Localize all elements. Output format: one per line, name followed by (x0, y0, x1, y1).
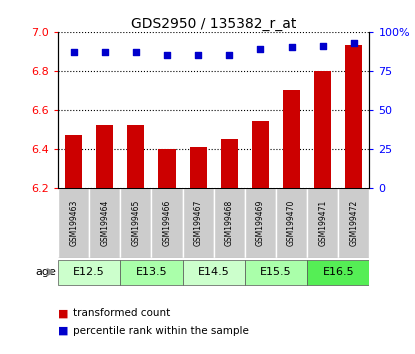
Bar (65, 135, 82, 188)
Text: GSM199465: GSM199465 (132, 200, 140, 246)
Bar (214, 188, 245, 258)
Text: GSM199466: GSM199466 (163, 200, 171, 246)
Text: E16.5: E16.5 (322, 267, 354, 277)
Text: E13.5: E13.5 (136, 267, 167, 277)
Bar (159, 149, 176, 188)
Text: E15.5: E15.5 (260, 267, 292, 277)
Bar (307, 260, 369, 285)
Text: transformed count: transformed count (73, 308, 170, 318)
Text: GSM199471: GSM199471 (318, 200, 327, 246)
Point (195, 52, 202, 58)
Bar (245, 188, 276, 258)
Text: ■: ■ (58, 308, 68, 318)
Bar (183, 260, 245, 285)
Bar (120, 188, 151, 258)
Text: ■: ■ (58, 326, 68, 336)
Bar (151, 188, 183, 258)
Text: GSM199472: GSM199472 (349, 200, 358, 246)
Point (288, 45, 295, 50)
Bar (96, 125, 113, 188)
Point (102, 49, 108, 55)
Text: age: age (36, 267, 56, 277)
Point (133, 49, 139, 55)
Text: GSM199468: GSM199468 (225, 200, 234, 246)
Bar (221, 139, 238, 188)
Bar (183, 188, 214, 258)
Point (320, 43, 326, 49)
Bar (283, 90, 300, 188)
Point (351, 40, 357, 46)
Bar (338, 188, 369, 258)
Bar (89, 188, 120, 258)
Bar (58, 188, 89, 258)
Text: E12.5: E12.5 (73, 267, 105, 277)
Bar (345, 46, 362, 188)
Bar (58, 260, 120, 285)
Bar (314, 71, 331, 188)
Text: GSM199469: GSM199469 (256, 200, 265, 246)
Point (71, 49, 77, 55)
Text: percentile rank within the sample: percentile rank within the sample (73, 326, 249, 336)
Text: E14.5: E14.5 (198, 267, 229, 277)
Bar (120, 260, 183, 285)
Point (226, 52, 233, 58)
Bar (245, 260, 307, 285)
Point (164, 52, 171, 58)
Title: GDS2950 / 135382_r_at: GDS2950 / 135382_r_at (131, 17, 296, 31)
Text: GSM199464: GSM199464 (100, 200, 109, 246)
Bar (307, 188, 338, 258)
Text: GSM199470: GSM199470 (287, 200, 296, 246)
Bar (276, 188, 307, 258)
Bar (190, 147, 207, 188)
Text: GSM199463: GSM199463 (69, 200, 78, 246)
Text: GSM199467: GSM199467 (194, 200, 203, 246)
Point (257, 46, 264, 52)
Bar (252, 121, 269, 188)
Bar (127, 125, 144, 188)
